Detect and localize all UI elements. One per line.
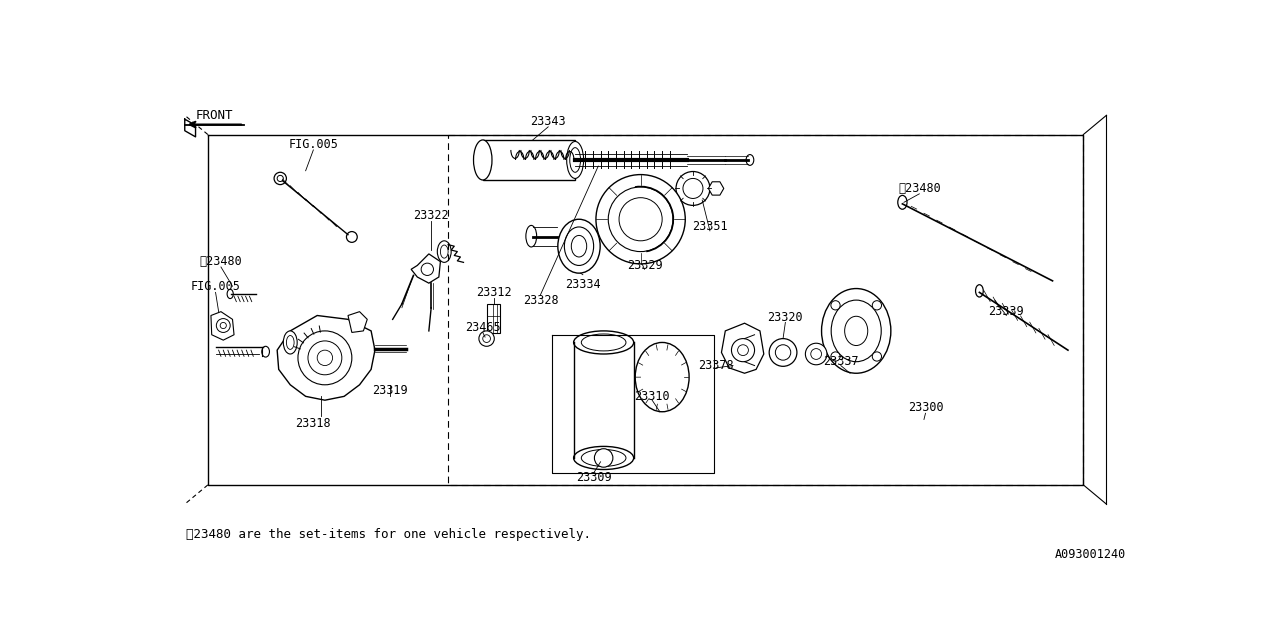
Polygon shape (348, 312, 367, 332)
Ellipse shape (897, 195, 908, 209)
Text: 23378: 23378 (699, 359, 733, 372)
Circle shape (810, 349, 822, 360)
Circle shape (317, 350, 333, 365)
Text: 23318: 23318 (296, 417, 332, 430)
Circle shape (274, 172, 287, 184)
Text: FRONT: FRONT (196, 109, 233, 122)
Circle shape (831, 301, 840, 310)
Text: 23322: 23322 (413, 209, 449, 222)
Circle shape (769, 339, 797, 366)
Text: 23310: 23310 (635, 390, 669, 403)
Ellipse shape (227, 289, 233, 298)
Text: 23328: 23328 (522, 294, 558, 307)
Ellipse shape (581, 449, 626, 467)
Circle shape (308, 341, 342, 375)
Ellipse shape (573, 447, 634, 470)
Ellipse shape (570, 148, 581, 172)
Ellipse shape (845, 316, 868, 346)
Ellipse shape (635, 342, 689, 412)
Ellipse shape (831, 300, 881, 362)
Circle shape (483, 335, 490, 342)
Ellipse shape (262, 346, 270, 357)
Text: 23339: 23339 (988, 305, 1024, 318)
Circle shape (805, 343, 827, 365)
Circle shape (594, 449, 613, 467)
Bar (486, 304, 500, 333)
Text: 23465: 23465 (465, 321, 500, 333)
Circle shape (298, 331, 352, 385)
Ellipse shape (571, 236, 586, 257)
Ellipse shape (283, 331, 297, 354)
Ellipse shape (440, 245, 448, 258)
Circle shape (421, 263, 434, 275)
Text: 23319: 23319 (372, 385, 408, 397)
Circle shape (872, 301, 882, 310)
Circle shape (216, 319, 230, 332)
Text: A093001240: A093001240 (1055, 548, 1125, 561)
Text: FIG.005: FIG.005 (288, 138, 338, 151)
Ellipse shape (474, 140, 492, 180)
Circle shape (776, 345, 791, 360)
Text: 23334: 23334 (564, 278, 600, 291)
Bar (483, 140, 575, 180)
Polygon shape (278, 316, 375, 400)
Text: 23300: 23300 (908, 401, 943, 415)
Circle shape (872, 352, 882, 361)
Circle shape (831, 352, 840, 361)
Ellipse shape (822, 289, 891, 373)
Polygon shape (722, 323, 764, 373)
Text: 23329: 23329 (627, 259, 662, 272)
Text: 23351: 23351 (692, 220, 728, 234)
Polygon shape (211, 312, 234, 340)
Ellipse shape (567, 141, 584, 179)
Circle shape (731, 339, 755, 362)
Circle shape (596, 175, 685, 264)
Text: 23320: 23320 (768, 310, 803, 324)
Circle shape (347, 232, 357, 243)
Circle shape (220, 323, 227, 328)
Circle shape (479, 331, 494, 346)
Ellipse shape (975, 285, 983, 297)
Circle shape (676, 172, 710, 205)
Polygon shape (708, 182, 723, 195)
Text: ※23480: ※23480 (200, 255, 242, 268)
Polygon shape (411, 254, 440, 283)
Circle shape (737, 345, 749, 356)
Ellipse shape (581, 334, 626, 351)
Circle shape (278, 175, 283, 182)
Text: 23343: 23343 (530, 115, 566, 128)
Ellipse shape (526, 225, 536, 247)
Ellipse shape (287, 335, 294, 349)
Ellipse shape (573, 331, 634, 354)
Circle shape (608, 187, 673, 252)
Text: ※23480 are the set-items for one vehicle respectively.: ※23480 are the set-items for one vehicle… (187, 529, 591, 541)
Text: 23312: 23312 (476, 286, 512, 299)
Ellipse shape (438, 241, 451, 262)
Ellipse shape (746, 155, 754, 165)
Circle shape (620, 198, 662, 241)
Text: ※23480: ※23480 (899, 182, 941, 195)
Circle shape (684, 179, 703, 198)
Ellipse shape (558, 220, 600, 273)
Text: 23309: 23309 (576, 470, 612, 484)
Ellipse shape (564, 227, 594, 266)
Text: 23337: 23337 (823, 355, 859, 368)
Text: FIG.005: FIG.005 (191, 280, 241, 292)
